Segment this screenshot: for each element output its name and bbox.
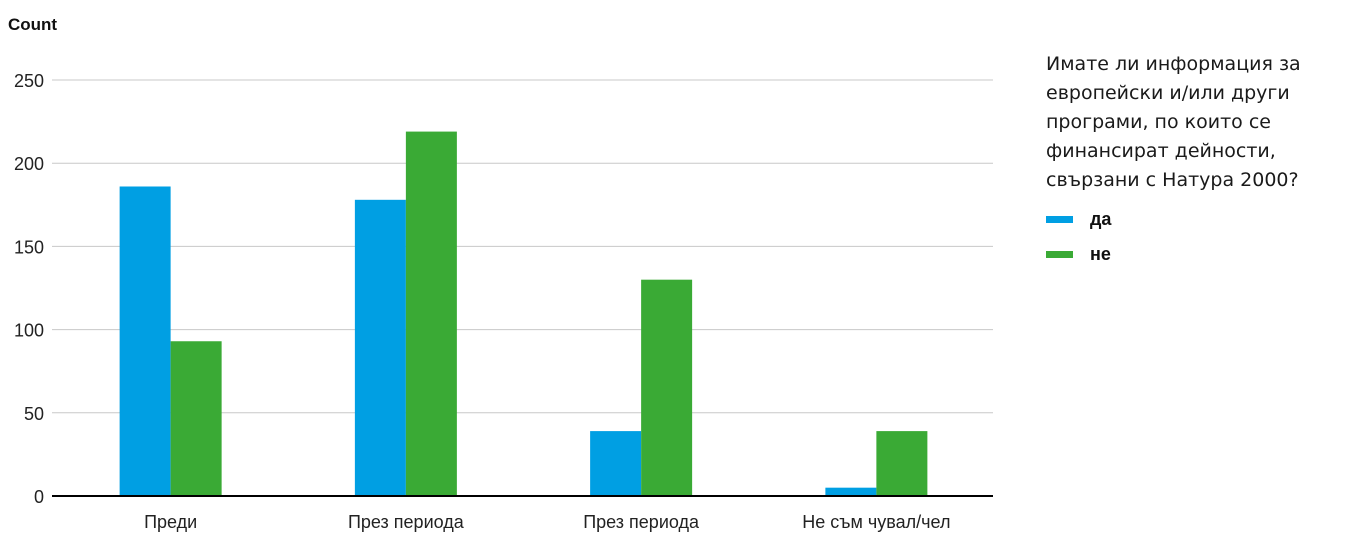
- x-category-label: През периода: [348, 512, 465, 532]
- y-axis-title: Count: [8, 15, 57, 34]
- legend-label-da: да: [1090, 209, 1112, 229]
- legend: Имате ли информация за европейски и/или …: [1046, 50, 1336, 265]
- legend-item-ne[interactable]: не: [1046, 244, 1336, 265]
- bar-da[interactable]: [354, 199, 406, 497]
- bar-da[interactable]: [590, 431, 642, 496]
- x-category-label: Не съм чувал/чел: [802, 512, 950, 532]
- x-axis-labels: Преди През периода През периода Не съм чува…: [144, 512, 950, 532]
- y-tick-label: 250: [14, 71, 44, 91]
- x-category-label: През периода: [583, 512, 700, 532]
- y-axis-ticks: 0 50 100 150 200 250: [14, 71, 44, 507]
- legend-label-ne: не: [1090, 244, 1111, 264]
- bar-da[interactable]: [119, 186, 171, 496]
- bar-da[interactable]: [825, 487, 877, 496]
- gridlines: [52, 79, 993, 414]
- y-tick-label: 150: [14, 237, 44, 257]
- bar-ne[interactable]: [405, 131, 457, 497]
- y-tick-label: 50: [24, 404, 44, 424]
- legend-swatch-da: [1046, 216, 1073, 223]
- legend-item-da[interactable]: да: [1046, 209, 1336, 230]
- y-tick-label: 0: [34, 487, 44, 507]
- y-tick-label: 100: [14, 321, 44, 341]
- y-tick-label: 200: [14, 154, 44, 174]
- bar-ne[interactable]: [641, 279, 693, 496]
- legend-swatch-ne: [1046, 251, 1073, 258]
- bar-ne[interactable]: [170, 341, 222, 496]
- bars: [119, 131, 928, 497]
- x-category-label: Преди: [144, 512, 197, 532]
- bar-ne[interactable]: [876, 431, 928, 496]
- legend-title: Имате ли информация за европейски и/или …: [1046, 53, 1301, 191]
